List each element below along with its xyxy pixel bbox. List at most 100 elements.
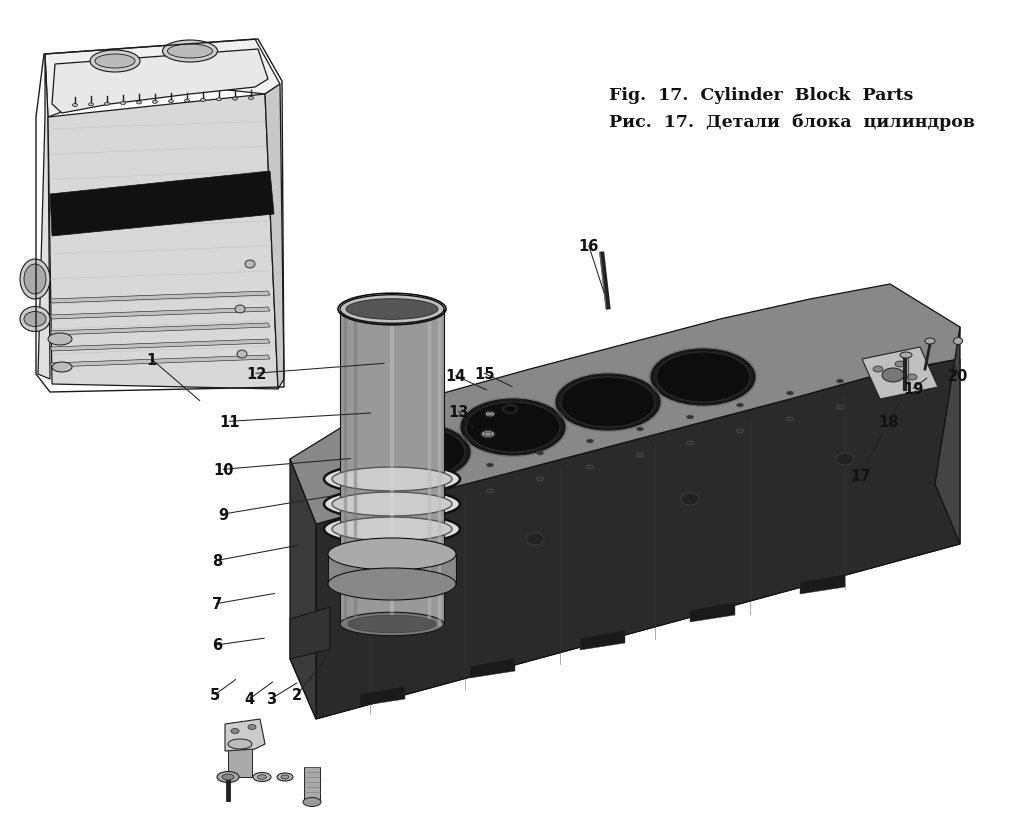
Ellipse shape [386, 514, 393, 518]
Ellipse shape [168, 45, 213, 59]
Ellipse shape [253, 772, 271, 782]
Ellipse shape [486, 463, 494, 467]
Ellipse shape [95, 55, 135, 69]
Ellipse shape [328, 538, 456, 571]
Ellipse shape [786, 418, 794, 422]
Text: 1: 1 [146, 352, 157, 367]
Ellipse shape [736, 404, 743, 408]
Text: 16: 16 [579, 239, 599, 254]
Ellipse shape [24, 265, 46, 294]
Ellipse shape [637, 453, 643, 457]
Text: 12: 12 [246, 366, 266, 381]
Ellipse shape [837, 380, 844, 384]
Ellipse shape [887, 367, 894, 371]
Ellipse shape [337, 525, 343, 529]
Ellipse shape [234, 306, 245, 313]
Ellipse shape [332, 467, 452, 491]
Polygon shape [52, 50, 268, 114]
Text: 19: 19 [903, 381, 924, 396]
Ellipse shape [346, 299, 438, 320]
Polygon shape [690, 602, 735, 622]
Polygon shape [290, 284, 961, 524]
Polygon shape [50, 356, 270, 367]
Ellipse shape [303, 797, 321, 806]
Text: 15: 15 [474, 366, 495, 381]
Ellipse shape [121, 103, 126, 106]
Ellipse shape [537, 452, 544, 456]
Ellipse shape [537, 477, 544, 481]
Ellipse shape [907, 375, 918, 380]
Text: 9: 9 [218, 507, 228, 522]
Ellipse shape [52, 362, 72, 372]
Text: 3: 3 [266, 691, 276, 706]
Polygon shape [225, 719, 265, 751]
Ellipse shape [887, 394, 894, 398]
Text: 14: 14 [445, 369, 466, 384]
Ellipse shape [328, 568, 456, 600]
Polygon shape [50, 340, 270, 351]
Ellipse shape [436, 501, 443, 505]
Ellipse shape [340, 295, 444, 324]
Ellipse shape [216, 98, 221, 102]
Ellipse shape [587, 466, 594, 470]
Ellipse shape [371, 428, 465, 477]
Ellipse shape [332, 518, 452, 542]
Ellipse shape [153, 101, 158, 104]
Ellipse shape [24, 312, 46, 327]
Ellipse shape [348, 615, 436, 633]
Polygon shape [265, 85, 284, 390]
Ellipse shape [332, 492, 452, 516]
Ellipse shape [232, 98, 238, 101]
Polygon shape [290, 607, 330, 659]
Ellipse shape [90, 51, 140, 73]
Polygon shape [340, 309, 444, 624]
Polygon shape [316, 360, 961, 719]
Ellipse shape [249, 98, 254, 100]
Polygon shape [290, 460, 316, 719]
Ellipse shape [371, 573, 389, 586]
Ellipse shape [587, 439, 594, 443]
Ellipse shape [88, 103, 93, 107]
Ellipse shape [324, 464, 460, 495]
Polygon shape [304, 767, 319, 802]
Ellipse shape [681, 494, 699, 505]
Text: Рис.  17.  Детали  блока  цилиндров: Рис. 17. Детали блока цилиндров [609, 113, 975, 131]
Ellipse shape [20, 307, 50, 332]
Polygon shape [470, 658, 515, 678]
Text: 11: 11 [219, 414, 240, 429]
Ellipse shape [222, 774, 234, 780]
Ellipse shape [337, 500, 343, 504]
Text: 8: 8 [212, 553, 222, 568]
Ellipse shape [556, 375, 660, 431]
Text: 5: 5 [210, 687, 220, 702]
Ellipse shape [436, 476, 443, 480]
Text: 4: 4 [245, 691, 255, 706]
Ellipse shape [485, 412, 495, 418]
Ellipse shape [48, 333, 72, 346]
Ellipse shape [201, 99, 206, 103]
Ellipse shape [736, 429, 743, 433]
Ellipse shape [481, 431, 495, 438]
Ellipse shape [281, 775, 289, 779]
Text: 18: 18 [879, 414, 899, 429]
Ellipse shape [324, 514, 460, 545]
Polygon shape [38, 55, 50, 380]
Polygon shape [935, 327, 961, 544]
Ellipse shape [686, 442, 693, 446]
Ellipse shape [484, 433, 492, 437]
Polygon shape [50, 292, 270, 304]
Ellipse shape [73, 104, 78, 108]
Ellipse shape [953, 338, 963, 345]
Ellipse shape [20, 260, 50, 299]
Text: 20: 20 [948, 369, 969, 384]
Ellipse shape [487, 413, 493, 416]
Polygon shape [50, 172, 274, 237]
Text: 13: 13 [449, 404, 469, 419]
Polygon shape [50, 323, 270, 336]
Ellipse shape [466, 403, 560, 452]
Polygon shape [862, 347, 938, 399]
Ellipse shape [873, 366, 883, 372]
Ellipse shape [656, 352, 750, 403]
Polygon shape [360, 686, 406, 706]
Ellipse shape [217, 772, 239, 782]
